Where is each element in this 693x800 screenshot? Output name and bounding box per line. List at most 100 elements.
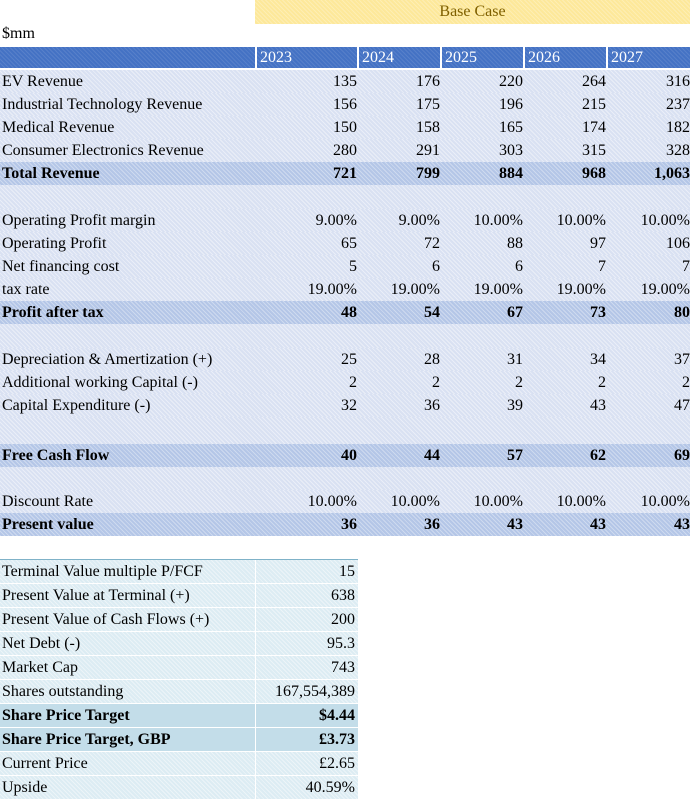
row-value: 40 <box>341 447 357 464</box>
summary-row: Present Value at Terminal (+) 638 <box>0 584 358 608</box>
row-label: Operating Profit <box>2 235 107 252</box>
row-value: 19.00% <box>473 281 523 298</box>
year-header: 2025 <box>440 47 523 68</box>
row-value: 6 <box>432 258 440 275</box>
row-value: 36 <box>341 516 357 533</box>
row-value: 303 <box>499 142 523 159</box>
row-value: 72 <box>424 235 440 252</box>
row-value: 43 <box>507 516 523 533</box>
row-value: 158 <box>416 119 440 136</box>
summary-row: Terminal Value multiple P/FCF 15 <box>0 560 358 584</box>
valuation-summary-table: Terminal Value multiple P/FCF 15 Present V… <box>0 559 358 800</box>
row-value: 156 <box>333 96 357 113</box>
spacer-row <box>0 185 690 209</box>
summary-label: Share Price Target <box>2 707 130 724</box>
model-row: Consumer Electronics Revenue 280 291 303 315… <box>0 139 690 162</box>
row-value: 174 <box>582 119 606 136</box>
row-value: 25 <box>341 351 357 368</box>
summary-value: £3.73 <box>319 731 355 748</box>
row-label: Industrial Technology Revenue <box>2 96 203 113</box>
row-value: 9.00% <box>315 212 357 229</box>
model-row: Additional working Capital (-) 2 2 2 2 2 <box>0 371 690 394</box>
summary-row: Market Cap 743 <box>0 656 358 680</box>
row-value: 799 <box>416 165 440 182</box>
row-value: 36 <box>424 516 440 533</box>
model-row: Industrial Technology Revenue 156 175 196 21… <box>0 93 690 116</box>
spacer-row <box>0 417 690 444</box>
model-row: Net financing cost 5 6 6 7 7 <box>0 255 690 278</box>
row-label: Free Cash Flow <box>2 447 110 464</box>
row-label: Capital Expenditure (-) <box>2 397 151 414</box>
row-value: 31 <box>507 351 523 368</box>
row-value: 220 <box>499 73 523 90</box>
row-value: 2 <box>349 374 357 391</box>
row-value: 9.00% <box>398 212 440 229</box>
row-value: 7 <box>598 258 606 275</box>
row-value: 54 <box>424 304 440 321</box>
row-value: 10.00% <box>307 493 357 510</box>
row-label: Operating Profit margin <box>2 212 156 229</box>
row-value: 165 <box>499 119 523 136</box>
summary-label: Current Price <box>2 755 88 772</box>
model-row: Discount Rate 10.00% 10.00% 10.00% 10.00% 10.… <box>0 490 690 513</box>
row-value: 34 <box>590 351 606 368</box>
summary-label: Market Cap <box>2 659 78 676</box>
summary-value: 200 <box>331 611 355 628</box>
row-value: 57 <box>507 447 523 464</box>
row-value: 80 <box>674 304 690 321</box>
row-value: 280 <box>333 142 357 159</box>
summary-label: Share Price Target, GBP <box>2 731 171 748</box>
row-value: 2 <box>432 374 440 391</box>
row-label: Net financing cost <box>2 258 120 275</box>
row-value: 7 <box>682 258 690 275</box>
row-value: 968 <box>582 165 606 182</box>
row-value: 176 <box>416 73 440 90</box>
row-value: 19.00% <box>390 281 440 298</box>
row-value: 32 <box>341 397 357 414</box>
row-value: 43 <box>590 397 606 414</box>
summary-row: Share Price Target $4.44 <box>0 704 358 728</box>
summary-row: Current Price £2.65 <box>0 752 358 776</box>
row-value: 264 <box>582 73 606 90</box>
row-value: 48 <box>341 304 357 321</box>
row-label: Total Revenue <box>2 165 100 182</box>
row-value: 65 <box>341 235 357 252</box>
summary-value: 40.59% <box>305 779 355 796</box>
row-value: 67 <box>507 304 523 321</box>
row-value: 28 <box>424 351 440 368</box>
row-label: EV Revenue <box>2 73 84 90</box>
row-value: 73 <box>590 304 606 321</box>
model-row: Operating Profit 65 72 88 97 106 <box>0 232 690 255</box>
spacer-row <box>0 324 690 348</box>
row-value: 196 <box>499 96 523 113</box>
row-value: 10.00% <box>640 212 690 229</box>
year-header: 2023 <box>255 47 357 68</box>
row-value: 44 <box>424 447 440 464</box>
row-value: 106 <box>666 235 690 252</box>
summary-label: Upside <box>2 779 48 796</box>
row-value: 291 <box>416 142 440 159</box>
year-header: 2024 <box>357 47 440 68</box>
row-value: 884 <box>499 165 523 182</box>
summary-value: 638 <box>331 587 355 604</box>
summary-value: $4.44 <box>319 707 355 724</box>
row-value: 10.00% <box>556 493 606 510</box>
summary-value: 95.3 <box>327 635 355 652</box>
row-value: 19.00% <box>307 281 357 298</box>
scenario-title: Base Case <box>255 0 690 24</box>
row-value: 150 <box>333 119 357 136</box>
row-value: 10.00% <box>473 493 523 510</box>
model-row: Profit after tax 48 54 67 73 80 <box>0 301 690 324</box>
row-value: 97 <box>590 235 606 252</box>
row-value: 182 <box>666 119 690 136</box>
row-value: 5 <box>349 258 357 275</box>
row-value: 237 <box>666 96 690 113</box>
row-value: 135 <box>333 73 357 90</box>
row-label: Additional working Capital (-) <box>2 374 198 391</box>
row-label: Discount Rate <box>2 493 94 510</box>
summary-row: Present Value of Cash Flows (+) 200 <box>0 608 358 632</box>
row-value: 39 <box>507 397 523 414</box>
row-value: 62 <box>590 447 606 464</box>
row-value: 10.00% <box>556 212 606 229</box>
summary-row: Shares outstanding 167,554,389 <box>0 680 358 704</box>
